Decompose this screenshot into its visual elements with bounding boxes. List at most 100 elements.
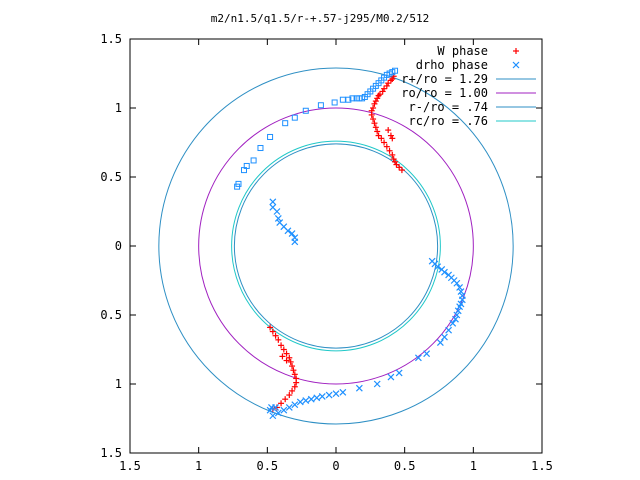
series-0-point-38 bbox=[280, 346, 287, 353]
series-1-point-44-d2 bbox=[273, 208, 281, 215]
series-1-point-53 bbox=[269, 203, 277, 211]
series-0-point-17 bbox=[370, 105, 377, 111]
series-1-point-46-d2 bbox=[276, 219, 284, 226]
series-2-point-6 bbox=[267, 133, 274, 140]
series-0-point-5 bbox=[389, 151, 396, 158]
series-0-point-13 bbox=[371, 120, 378, 127]
series-0-point-6 bbox=[386, 147, 393, 154]
legend-label-3: ro/ro = 1.00 bbox=[401, 86, 488, 100]
series-2-point-1 bbox=[235, 180, 242, 187]
series-1-point-30-d2 bbox=[325, 391, 333, 399]
x-tick-label-1: 1 bbox=[195, 459, 202, 473]
series-0-point-46 bbox=[293, 379, 300, 386]
series-1-point-22-d2 bbox=[423, 350, 431, 358]
y-tick-label-4: 0.5 bbox=[100, 308, 122, 322]
series-1-point-29-d2 bbox=[332, 390, 340, 398]
series-2-point-13 bbox=[345, 96, 352, 103]
series-1-point-20-d2 bbox=[441, 333, 448, 341]
series-1-point-15 bbox=[454, 307, 462, 315]
series-1-point-38-d2 bbox=[280, 406, 288, 414]
series-0-point-44 bbox=[291, 371, 298, 378]
series-1-point-35 bbox=[296, 398, 304, 406]
series-1-point-36-d2 bbox=[291, 401, 299, 409]
series-1-point-38 bbox=[280, 406, 288, 414]
reference-circles bbox=[158, 67, 514, 425]
circle-1 bbox=[198, 107, 474, 385]
legend-label-0: W phase bbox=[437, 44, 488, 58]
series-1-point-36 bbox=[291, 401, 299, 409]
series-1-point-16 bbox=[453, 311, 461, 319]
series-0-point-4 bbox=[390, 156, 397, 163]
series-1-point-15-d2 bbox=[454, 307, 462, 315]
series-1-point-17-d2 bbox=[452, 315, 459, 323]
x-tick-label-0: 1.5 bbox=[119, 459, 141, 473]
series-2-point-14 bbox=[349, 95, 356, 102]
series-1-point-40-d2 bbox=[269, 412, 277, 420]
series-1-point-34-d2 bbox=[302, 397, 310, 404]
series-1-point-23-d2 bbox=[414, 354, 422, 362]
series-2-point-10 bbox=[317, 102, 324, 109]
series-0-point-23 bbox=[379, 88, 386, 95]
x-tick-label-6: 1.5 bbox=[531, 459, 553, 473]
series-0-point-27 bbox=[387, 77, 394, 84]
legend-sample-1-d2 bbox=[512, 61, 520, 69]
series-2-point-7-box bbox=[282, 120, 289, 127]
series-1-point-33 bbox=[307, 395, 315, 403]
series-1-point-4 bbox=[441, 268, 448, 276]
series-0-point-19 bbox=[372, 98, 379, 105]
y-tick-label-5: 1 bbox=[115, 377, 122, 391]
series-2-point-9 bbox=[302, 107, 309, 114]
series-0-point-47 bbox=[291, 383, 298, 390]
series-2-point-29 bbox=[392, 67, 399, 74]
series-1-point-33-d2 bbox=[307, 395, 315, 403]
series-0-point-31 bbox=[389, 135, 396, 142]
series-1-point-34 bbox=[302, 397, 310, 404]
series-0-point-41 bbox=[287, 358, 294, 365]
series-1-point-10 bbox=[457, 288, 465, 295]
series-1-point-45-d2 bbox=[274, 214, 282, 222]
series-0-point-40 bbox=[286, 354, 293, 361]
series-1-point-31-d2 bbox=[318, 392, 326, 400]
series-0-point-54 bbox=[283, 357, 290, 364]
series-0-point-11 bbox=[374, 128, 381, 135]
series-1-point-31 bbox=[318, 392, 326, 400]
series-0-point-51 bbox=[278, 400, 285, 407]
series-0-point-33 bbox=[267, 324, 274, 331]
x-tick-label-3: 0 bbox=[332, 459, 339, 473]
series-1-point-52 bbox=[269, 198, 277, 206]
series-2-point-14-box bbox=[349, 95, 356, 102]
series-0-point-12 bbox=[372, 124, 379, 131]
series-1-point-8-d2 bbox=[453, 279, 461, 287]
series-1-point-32 bbox=[313, 394, 321, 402]
series-1-point-35-d2 bbox=[296, 398, 304, 406]
series-1-point-24 bbox=[395, 369, 403, 377]
series-2-point-7 bbox=[282, 120, 289, 127]
series-1-point-16-d2 bbox=[453, 311, 461, 319]
series-1-point-26 bbox=[373, 380, 381, 388]
series-0-point-28 bbox=[389, 76, 396, 83]
series-2-point-6-box bbox=[267, 133, 274, 140]
series-0-point-43 bbox=[290, 367, 297, 374]
series-0-point-3 bbox=[392, 158, 399, 165]
series-2-point-11 bbox=[331, 99, 338, 106]
series-0-point-14 bbox=[370, 116, 377, 123]
legend-label-4: r-/ro = .74 bbox=[409, 100, 488, 114]
series-1-point-4-d2 bbox=[441, 268, 448, 276]
series-1-point-18-d2 bbox=[449, 319, 457, 327]
series-1-point-19 bbox=[445, 326, 453, 334]
series-2-point-29-box bbox=[392, 67, 399, 74]
series-0-point-34 bbox=[269, 328, 276, 335]
series-1-point-12 bbox=[458, 296, 466, 304]
series-0-point-2 bbox=[393, 161, 400, 168]
series-1-point-14 bbox=[456, 303, 464, 311]
series-0-point-26 bbox=[385, 80, 392, 87]
series-0-point-1 bbox=[396, 164, 403, 171]
legend-label-2: r+/ro = 1.29 bbox=[401, 72, 488, 86]
series-0-point-21 bbox=[375, 92, 382, 99]
series-2-point-3-box bbox=[243, 162, 250, 169]
series-1-point-43 bbox=[272, 404, 279, 411]
series-1-point-49 bbox=[288, 230, 296, 238]
data-points bbox=[234, 67, 466, 420]
